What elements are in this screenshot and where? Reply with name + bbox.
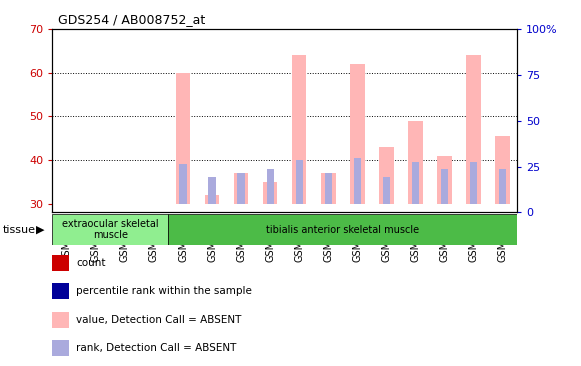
Bar <box>296 160 303 203</box>
Bar <box>379 147 394 203</box>
Bar <box>441 169 448 203</box>
Text: ▶: ▶ <box>36 225 45 235</box>
Bar <box>437 156 452 203</box>
Bar <box>52 312 69 328</box>
Bar <box>495 136 510 203</box>
Bar <box>52 255 69 271</box>
Bar <box>209 178 216 203</box>
Bar <box>168 214 517 245</box>
Text: extraocular skeletal
muscle: extraocular skeletal muscle <box>62 219 159 240</box>
Bar <box>205 195 220 203</box>
Bar <box>408 121 423 203</box>
Bar <box>175 73 191 203</box>
Bar <box>52 340 69 356</box>
Text: percentile rank within the sample: percentile rank within the sample <box>77 287 252 296</box>
Bar <box>321 173 336 203</box>
Bar <box>350 64 365 203</box>
Bar <box>234 173 249 203</box>
Text: tibialis anterior skeletal muscle: tibialis anterior skeletal muscle <box>266 225 419 235</box>
Text: GDS254 / AB008752_at: GDS254 / AB008752_at <box>58 13 205 26</box>
Bar <box>499 169 506 203</box>
Bar <box>470 162 477 203</box>
Bar <box>263 182 278 203</box>
Bar <box>180 164 187 203</box>
Bar <box>354 158 361 203</box>
Text: value, Detection Call = ABSENT: value, Detection Call = ABSENT <box>77 315 242 325</box>
Bar <box>412 162 419 203</box>
Bar <box>238 173 245 203</box>
Text: tissue: tissue <box>3 225 36 235</box>
Bar <box>466 55 481 203</box>
Bar <box>292 55 307 203</box>
Text: rank, Detection Call = ABSENT: rank, Detection Call = ABSENT <box>77 343 237 353</box>
Bar <box>325 173 332 203</box>
Bar <box>52 284 69 299</box>
Bar <box>52 214 168 245</box>
Bar <box>383 178 390 203</box>
Bar <box>267 169 274 203</box>
Text: count: count <box>77 258 106 268</box>
